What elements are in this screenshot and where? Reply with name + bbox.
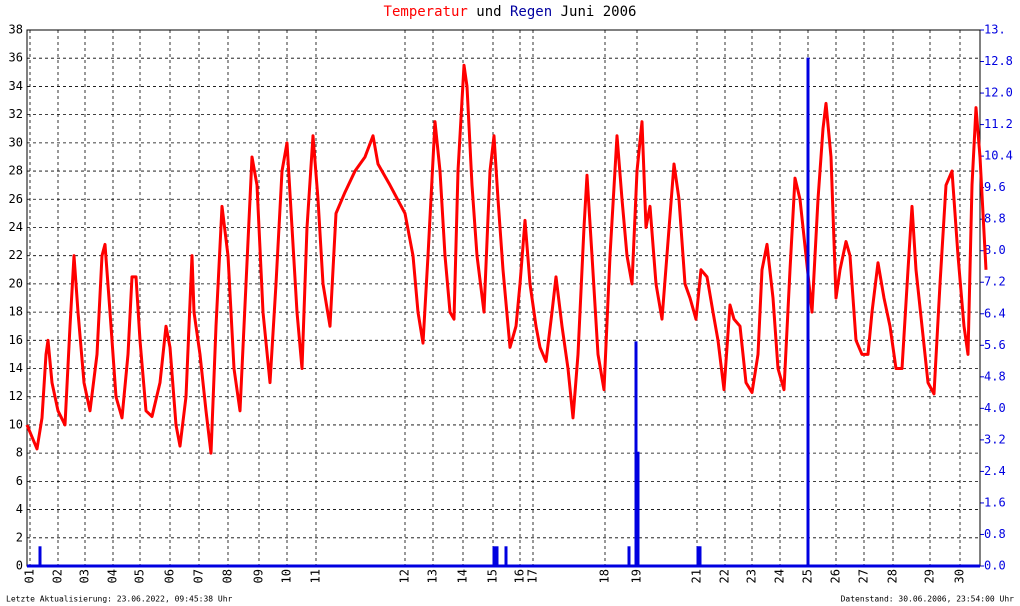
y-tick-label: 4 [16, 502, 23, 516]
title-suffix: Juni 2006 [561, 4, 637, 20]
rain-bar [696, 546, 700, 566]
footer-right: Datenstand: 30.06.2006, 23:54:00 Uhr [841, 595, 1015, 604]
y-tick-label: 18 [9, 305, 23, 319]
y2-tick-label: 3.2 [984, 432, 1006, 446]
x-tick-label: 09 [252, 569, 266, 583]
x-tick-label: 21 [690, 569, 704, 583]
title-temperature: Temperatur [384, 4, 468, 20]
rain-bar [492, 546, 496, 566]
x-tick-label: 07 [192, 569, 206, 583]
x-tick-label: 13 [426, 569, 440, 583]
y-tick-label: 32 [9, 107, 23, 121]
x-tick-label: 28 [886, 569, 900, 583]
x-tick-label: 16 [513, 569, 527, 583]
x-tick-label: 24 [773, 569, 787, 583]
y2-tick-label: 6.4 [984, 306, 1006, 320]
y-tick-label: 0 [16, 559, 23, 573]
x-tick-label: 05 [133, 569, 147, 583]
y2-tick-label: 0.8 [984, 527, 1006, 541]
y-tick-label: 34 [9, 79, 23, 93]
x-tick-label: 14 [456, 569, 470, 583]
y2-tick-label: 12.8 [984, 54, 1013, 68]
y-tick-label: 8 [16, 446, 23, 460]
y2-tick-label: 1.6 [984, 495, 1006, 509]
rain-bar [38, 546, 42, 566]
y2-tick-label: 13. [984, 23, 1006, 37]
rain-bar [698, 546, 702, 566]
x-tick-label: 30 [953, 569, 967, 583]
x-tick-label: 03 [78, 569, 92, 583]
y-tick-label: 14 [9, 361, 23, 375]
x-tick-label: 08 [221, 569, 235, 583]
y2-tick-label: 2.4 [984, 464, 1006, 478]
y2-tick-label: 8.8 [984, 212, 1006, 226]
y2-tick-label: 10.4 [984, 149, 1013, 163]
rain-bar [636, 451, 640, 566]
y2-tick-label: 8.0 [984, 243, 1006, 257]
y-tick-label: 28 [9, 164, 23, 178]
y-tick-label: 22 [9, 248, 23, 262]
x-tick-label: 27 [857, 569, 871, 583]
y-tick-label: 12 [9, 389, 23, 403]
rain-bar [495, 546, 499, 566]
footer-left: Letzte Aktualisierung: 23.06.2022, 09:45… [6, 595, 233, 604]
y-tick-label: 38 [9, 23, 23, 37]
y-tick-label: 30 [9, 135, 23, 149]
y2-tick-label: 4.0 [984, 401, 1006, 415]
y-tick-label: 2 [16, 530, 23, 544]
x-tick-label: 17 [526, 569, 540, 583]
x-tick-label: 10 [280, 569, 294, 583]
y2-tick-label: 11.2 [984, 117, 1013, 131]
y2-tick-label: 4.8 [984, 369, 1006, 383]
x-tick-label: 04 [106, 569, 120, 583]
x-tick-label: 01 [23, 569, 37, 583]
x-tick-label: 23 [745, 569, 759, 583]
y2-tick-label: 7.2 [984, 275, 1006, 289]
title-rain: Regen [510, 4, 552, 20]
y-tick-label: 26 [9, 192, 23, 206]
rain-bar [504, 546, 508, 566]
x-tick-label: 29 [923, 569, 937, 583]
y-tick-label: 6 [16, 474, 23, 488]
y-tick-label: 10 [9, 417, 23, 431]
x-tick-label: 12 [398, 569, 412, 583]
x-tick-label: 25 [801, 569, 815, 583]
x-tick-label: 22 [718, 569, 732, 583]
temperature-line [25, 63, 988, 455]
x-tick-label: 26 [829, 569, 843, 583]
x-tick-label: 18 [598, 569, 612, 583]
x-tick-label: 15 [486, 569, 500, 583]
rain-bar [627, 546, 631, 566]
y2-tick-label: 0.0 [984, 559, 1006, 573]
y-tick-label: 36 [9, 51, 23, 65]
rain-bar [806, 57, 810, 567]
y2-tick-label: 9.6 [984, 180, 1006, 194]
x-tick-label: 06 [163, 569, 177, 583]
y-tick-label: 24 [9, 220, 23, 234]
chart-title: Temperatur und Regen Juni 2006 [384, 4, 637, 20]
y2-tick-label: 12.0 [984, 86, 1013, 100]
x-tick-label: 02 [51, 569, 65, 583]
rain-bar [634, 341, 638, 566]
x-tick-label: 19 [630, 569, 644, 583]
x-tick-label: 11 [309, 569, 323, 583]
title-connector: und [476, 4, 501, 20]
y2-tick-label: 5.6 [984, 338, 1006, 352]
y-tick-label: 20 [9, 276, 23, 290]
y-tick-label: 16 [9, 333, 23, 347]
